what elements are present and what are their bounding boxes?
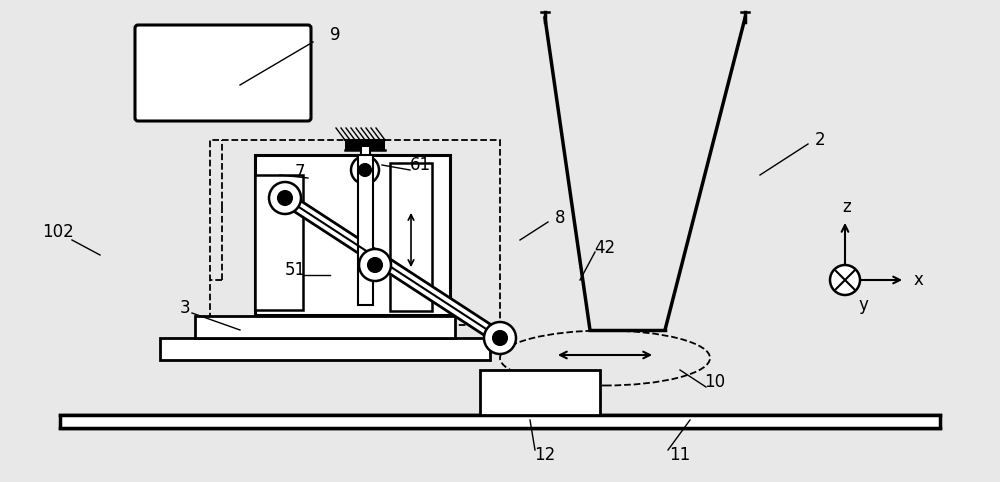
Text: 7: 7 — [295, 163, 305, 181]
Bar — [480, 370, 600, 415]
Bar — [390, 163, 432, 311]
Text: 2: 2 — [815, 131, 825, 149]
Text: 8: 8 — [555, 209, 565, 227]
Text: x: x — [913, 271, 923, 289]
Text: 51: 51 — [284, 261, 306, 279]
Bar — [255, 175, 303, 310]
Bar — [358, 155, 373, 305]
Text: 42: 42 — [594, 239, 616, 257]
Text: y: y — [858, 296, 868, 314]
Text: 102: 102 — [42, 223, 74, 241]
Text: 12: 12 — [534, 446, 556, 464]
Circle shape — [278, 191, 292, 205]
Text: 3: 3 — [180, 299, 190, 317]
Circle shape — [269, 182, 301, 214]
Text: z: z — [843, 198, 851, 216]
Circle shape — [493, 331, 507, 345]
Circle shape — [359, 164, 371, 176]
Bar — [255, 155, 450, 315]
Bar — [345, 140, 385, 150]
Text: 61: 61 — [409, 156, 431, 174]
Bar — [60, 415, 940, 428]
Text: 10: 10 — [704, 373, 726, 391]
Bar — [160, 338, 490, 360]
Text: 9: 9 — [330, 26, 340, 44]
Bar — [195, 316, 455, 338]
Circle shape — [359, 249, 391, 281]
Circle shape — [351, 156, 379, 184]
FancyBboxPatch shape — [135, 25, 311, 121]
Circle shape — [830, 265, 860, 295]
Bar — [210, 140, 500, 325]
Circle shape — [484, 322, 516, 354]
Text: 11: 11 — [669, 446, 691, 464]
Circle shape — [368, 258, 382, 272]
